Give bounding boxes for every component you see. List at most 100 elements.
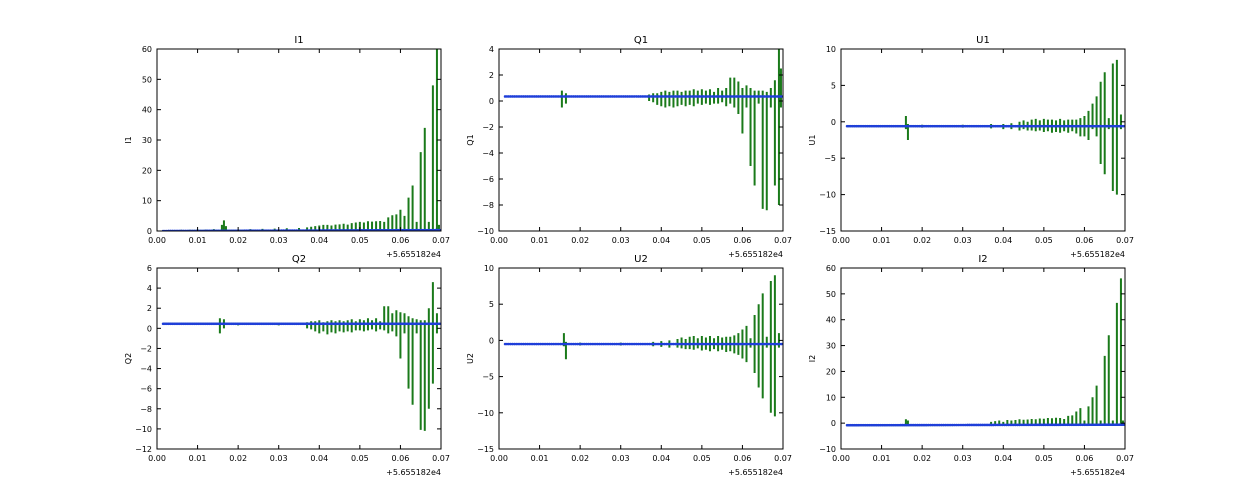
baseline-marker	[600, 95, 603, 98]
baseline-marker	[694, 95, 698, 98]
baseline-marker	[1031, 423, 1034, 427]
baseline-marker	[432, 322, 435, 326]
baseline-marker	[755, 95, 759, 98]
baseline-marker	[906, 124, 910, 128]
baseline-marker	[611, 95, 614, 98]
plot-area	[161, 49, 441, 231]
baseline-marker	[297, 322, 300, 326]
baseline-marker	[905, 124, 908, 128]
baseline-marker	[167, 322, 170, 326]
baseline-marker	[875, 124, 879, 128]
baseline-marker	[845, 423, 849, 427]
x-tick-label: 0.01	[873, 454, 891, 463]
x-offset-label: +5.655182e4	[1070, 250, 1125, 259]
baseline-marker	[1073, 423, 1077, 427]
baseline-marker	[513, 95, 516, 98]
baseline-marker	[616, 95, 620, 98]
baseline-marker	[921, 423, 925, 427]
baseline-marker	[984, 124, 988, 128]
baseline-marker	[934, 423, 938, 427]
baseline-marker	[981, 423, 984, 427]
baseline-marker	[426, 322, 430, 326]
baseline-marker	[703, 342, 707, 346]
baseline-marker	[579, 95, 583, 98]
baseline-marker	[702, 95, 705, 98]
baseline-marker	[879, 124, 882, 128]
baseline-marker	[551, 342, 555, 346]
baseline-marker	[901, 124, 904, 128]
baseline-marker	[753, 342, 757, 346]
baseline-marker	[960, 124, 964, 128]
baseline-marker	[557, 95, 561, 98]
axes-frame	[498, 48, 784, 232]
baseline-marker	[587, 342, 590, 346]
baseline-marker	[620, 95, 624, 98]
baseline-marker	[661, 342, 664, 346]
y-tick-label: 10	[484, 264, 494, 273]
y-tick-label: 4	[147, 284, 152, 293]
baseline-marker	[589, 95, 592, 98]
x-tick-label: 0.02	[229, 236, 247, 245]
baseline-marker	[1112, 423, 1116, 427]
baseline-marker	[713, 95, 716, 98]
baseline-marker	[875, 423, 879, 427]
baseline-marker	[310, 322, 313, 326]
baseline-marker	[1025, 124, 1029, 128]
baseline-marker	[395, 322, 398, 326]
baseline-marker	[862, 423, 866, 427]
baseline-marker	[912, 423, 916, 427]
x-tick-label: 0.02	[913, 454, 931, 463]
baseline-marker	[256, 322, 259, 326]
baseline-marker	[945, 423, 949, 427]
baseline-marker	[535, 342, 538, 346]
baseline-marker	[672, 95, 675, 98]
baseline-marker	[1012, 124, 1016, 128]
baseline-marker	[1047, 423, 1051, 427]
baseline-marker	[1079, 124, 1082, 128]
baseline-marker	[681, 95, 685, 98]
baseline-marker	[962, 423, 966, 427]
baseline-marker	[869, 124, 873, 128]
baseline-marker	[1081, 124, 1084, 128]
baseline-marker	[740, 342, 744, 346]
baseline-marker	[1075, 423, 1079, 427]
baseline-marker	[668, 342, 672, 346]
baseline-marker	[718, 95, 722, 98]
baseline-marker	[228, 322, 232, 326]
baseline-marker	[559, 342, 562, 346]
series-line	[505, 275, 780, 417]
y-axis-label: I1	[124, 136, 133, 143]
baseline-marker	[585, 95, 588, 98]
baseline-marker	[635, 342, 638, 346]
baseline-marker	[739, 95, 742, 98]
baseline-marker	[326, 322, 330, 326]
baseline-marker	[171, 322, 174, 326]
baseline-marker	[540, 95, 544, 98]
baseline-marker	[391, 322, 395, 326]
y-tick-label: 60	[142, 45, 152, 54]
baseline-marker	[696, 342, 700, 346]
baseline-marker	[897, 124, 901, 128]
baseline-marker	[724, 95, 727, 98]
baseline-marker	[653, 342, 657, 346]
baseline-marker	[564, 342, 568, 346]
baseline-marker	[360, 322, 363, 326]
baseline-marker	[908, 124, 912, 128]
baseline-marker	[248, 322, 252, 326]
baseline-marker	[614, 95, 618, 98]
baseline-marker	[570, 95, 574, 98]
baseline-marker	[949, 124, 953, 128]
baseline-marker	[931, 423, 934, 427]
baseline-marker	[211, 322, 215, 326]
baseline-marker	[514, 342, 518, 346]
baseline-marker	[524, 342, 527, 346]
baseline-marker	[925, 124, 929, 128]
x-tick-label: 0.05	[351, 236, 369, 245]
baseline-marker	[627, 95, 631, 98]
plot-area	[161, 282, 441, 431]
baseline-marker	[748, 342, 751, 346]
baseline-marker	[592, 95, 596, 98]
baseline-marker	[354, 322, 358, 326]
x-offset-label: +5.655182e4	[728, 468, 783, 477]
baseline-marker	[206, 322, 209, 326]
